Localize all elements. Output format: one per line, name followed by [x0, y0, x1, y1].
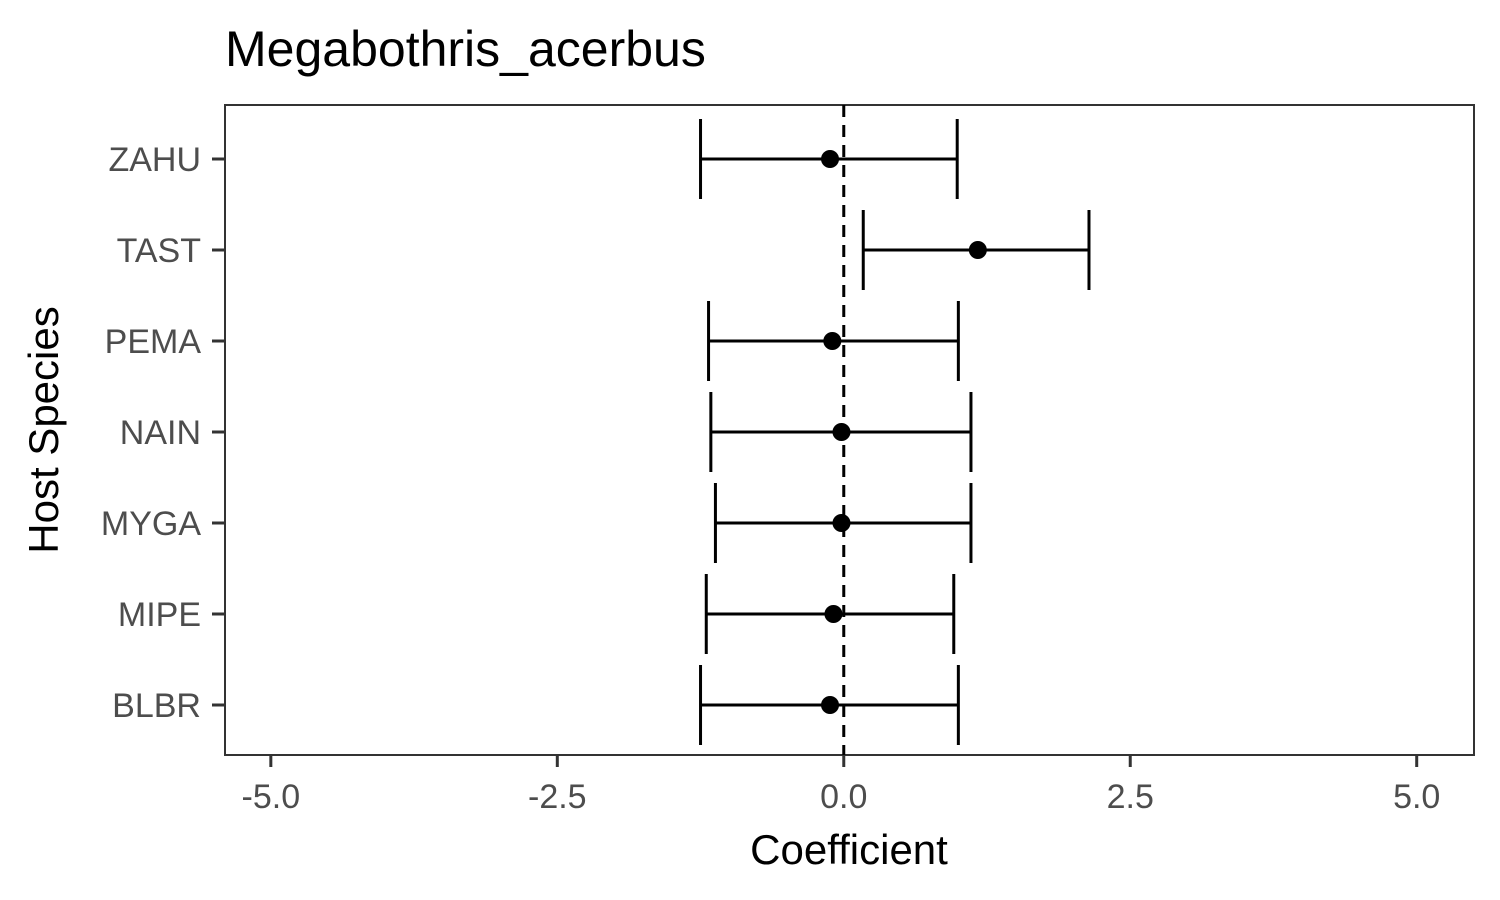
- estimate-point: [968, 241, 987, 259]
- y-tick-label: MYGA: [101, 505, 201, 543]
- estimate-point: [821, 696, 840, 714]
- plot-marks: [699, 119, 1091, 745]
- estimate-point: [832, 423, 851, 441]
- errorbar-tast: [861, 210, 1091, 290]
- x-axis: -5.0 -2.5 0.0 2.5 5.0: [242, 755, 1440, 816]
- y-tick-label: BLBR: [112, 687, 201, 725]
- errorbar-zahu: [699, 119, 959, 199]
- x-axis-title: Coefficient: [750, 826, 948, 873]
- chart-title: Megabothris_acerbus: [225, 21, 706, 77]
- errorbar-mipe: [704, 574, 956, 654]
- estimate-point: [821, 150, 840, 168]
- x-tick-label: -2.5: [528, 778, 587, 816]
- y-tick-label: MIPE: [118, 596, 201, 634]
- estimate-point: [823, 332, 842, 350]
- y-tick-label: ZAHU: [108, 141, 201, 179]
- y-tick-label: TAST: [117, 232, 201, 270]
- errorbar-myga: [713, 483, 973, 563]
- errorbar-blbr: [699, 665, 960, 745]
- y-tick-label: PEMA: [105, 323, 202, 361]
- panel-border: [224, 104, 1475, 756]
- x-tick-label: -5.0: [242, 778, 301, 816]
- estimate-point: [832, 514, 851, 532]
- x-tick-label: 5.0: [1393, 778, 1440, 816]
- x-tick-label: 2.5: [1107, 778, 1154, 816]
- errorbar-pema: [707, 301, 960, 381]
- estimate-point: [824, 605, 843, 623]
- errorbar-nain: [709, 392, 973, 472]
- y-axis-title: Host Species: [20, 306, 67, 553]
- x-tick-label: 0.0: [820, 778, 867, 816]
- y-axis: ZAHU TAST PEMA NAIN MYGA MIPE BLBR: [101, 141, 225, 725]
- y-tick-label: NAIN: [120, 414, 201, 452]
